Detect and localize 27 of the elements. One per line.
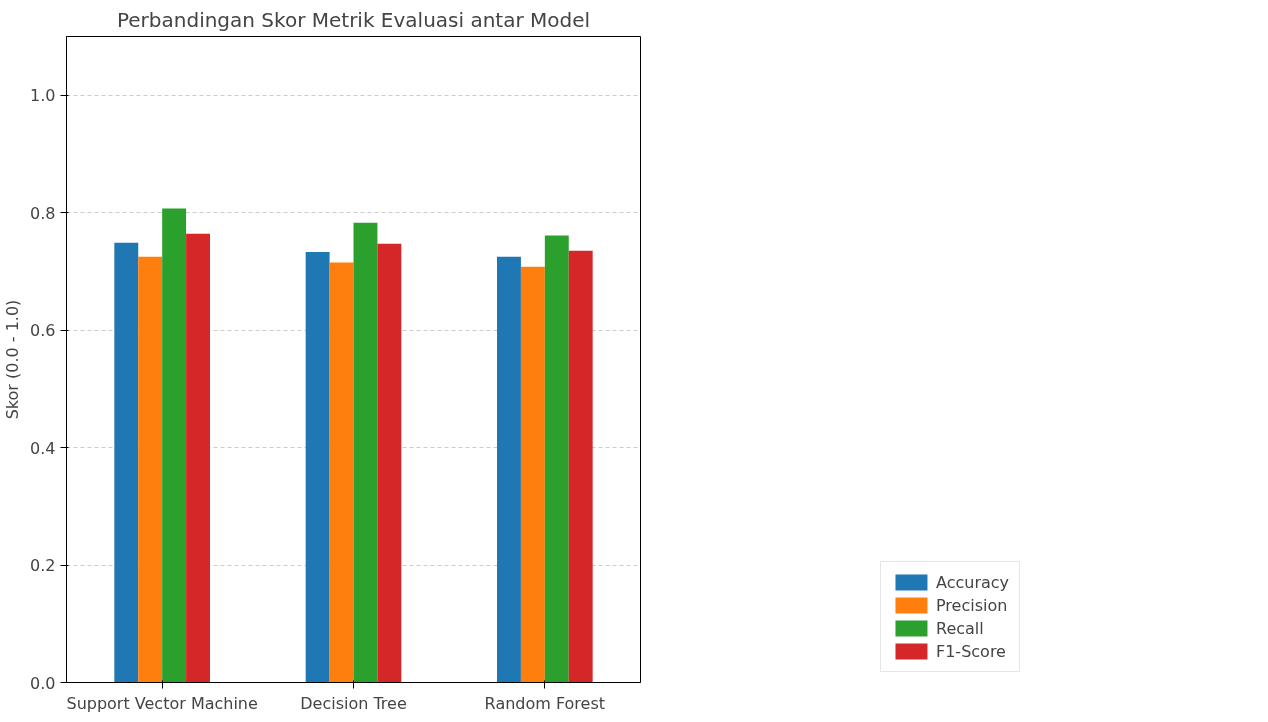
bar — [186, 233, 210, 683]
bar — [497, 256, 521, 683]
x-tick-label: Support Vector Machine — [66, 693, 258, 713]
bar — [377, 243, 402, 683]
bar — [544, 235, 569, 683]
bar — [568, 250, 593, 683]
bar — [114, 242, 139, 683]
bar — [138, 256, 163, 683]
legend-label: Recall — [935, 618, 984, 638]
bar — [305, 252, 330, 683]
bar — [162, 208, 187, 683]
y-tick-label: 0.6 — [30, 321, 56, 341]
y-tick-label: 0.8 — [30, 203, 56, 223]
bar — [353, 222, 378, 683]
x-tick-label: Decision Tree — [300, 693, 407, 713]
y-tick-label: 0.2 — [30, 556, 56, 576]
y-tick-label: 0.0 — [30, 673, 56, 693]
legend-label: Accuracy — [935, 572, 1010, 592]
bar — [329, 262, 354, 683]
x-tick-label: Random Forest — [484, 693, 606, 713]
chart-title: Perbandingan Skor Metrik Evaluasi antar Model — [116, 7, 591, 32]
bar — [520, 266, 545, 683]
legend-label: F1-Score — [935, 641, 1006, 661]
y-tick-label: 0.4 — [30, 438, 56, 458]
legend-label: Precision — [935, 595, 1008, 615]
y-tick-label: 1.0 — [30, 86, 56, 106]
y-axis-title: Skor (0.0 - 1.0) — [3, 299, 23, 420]
